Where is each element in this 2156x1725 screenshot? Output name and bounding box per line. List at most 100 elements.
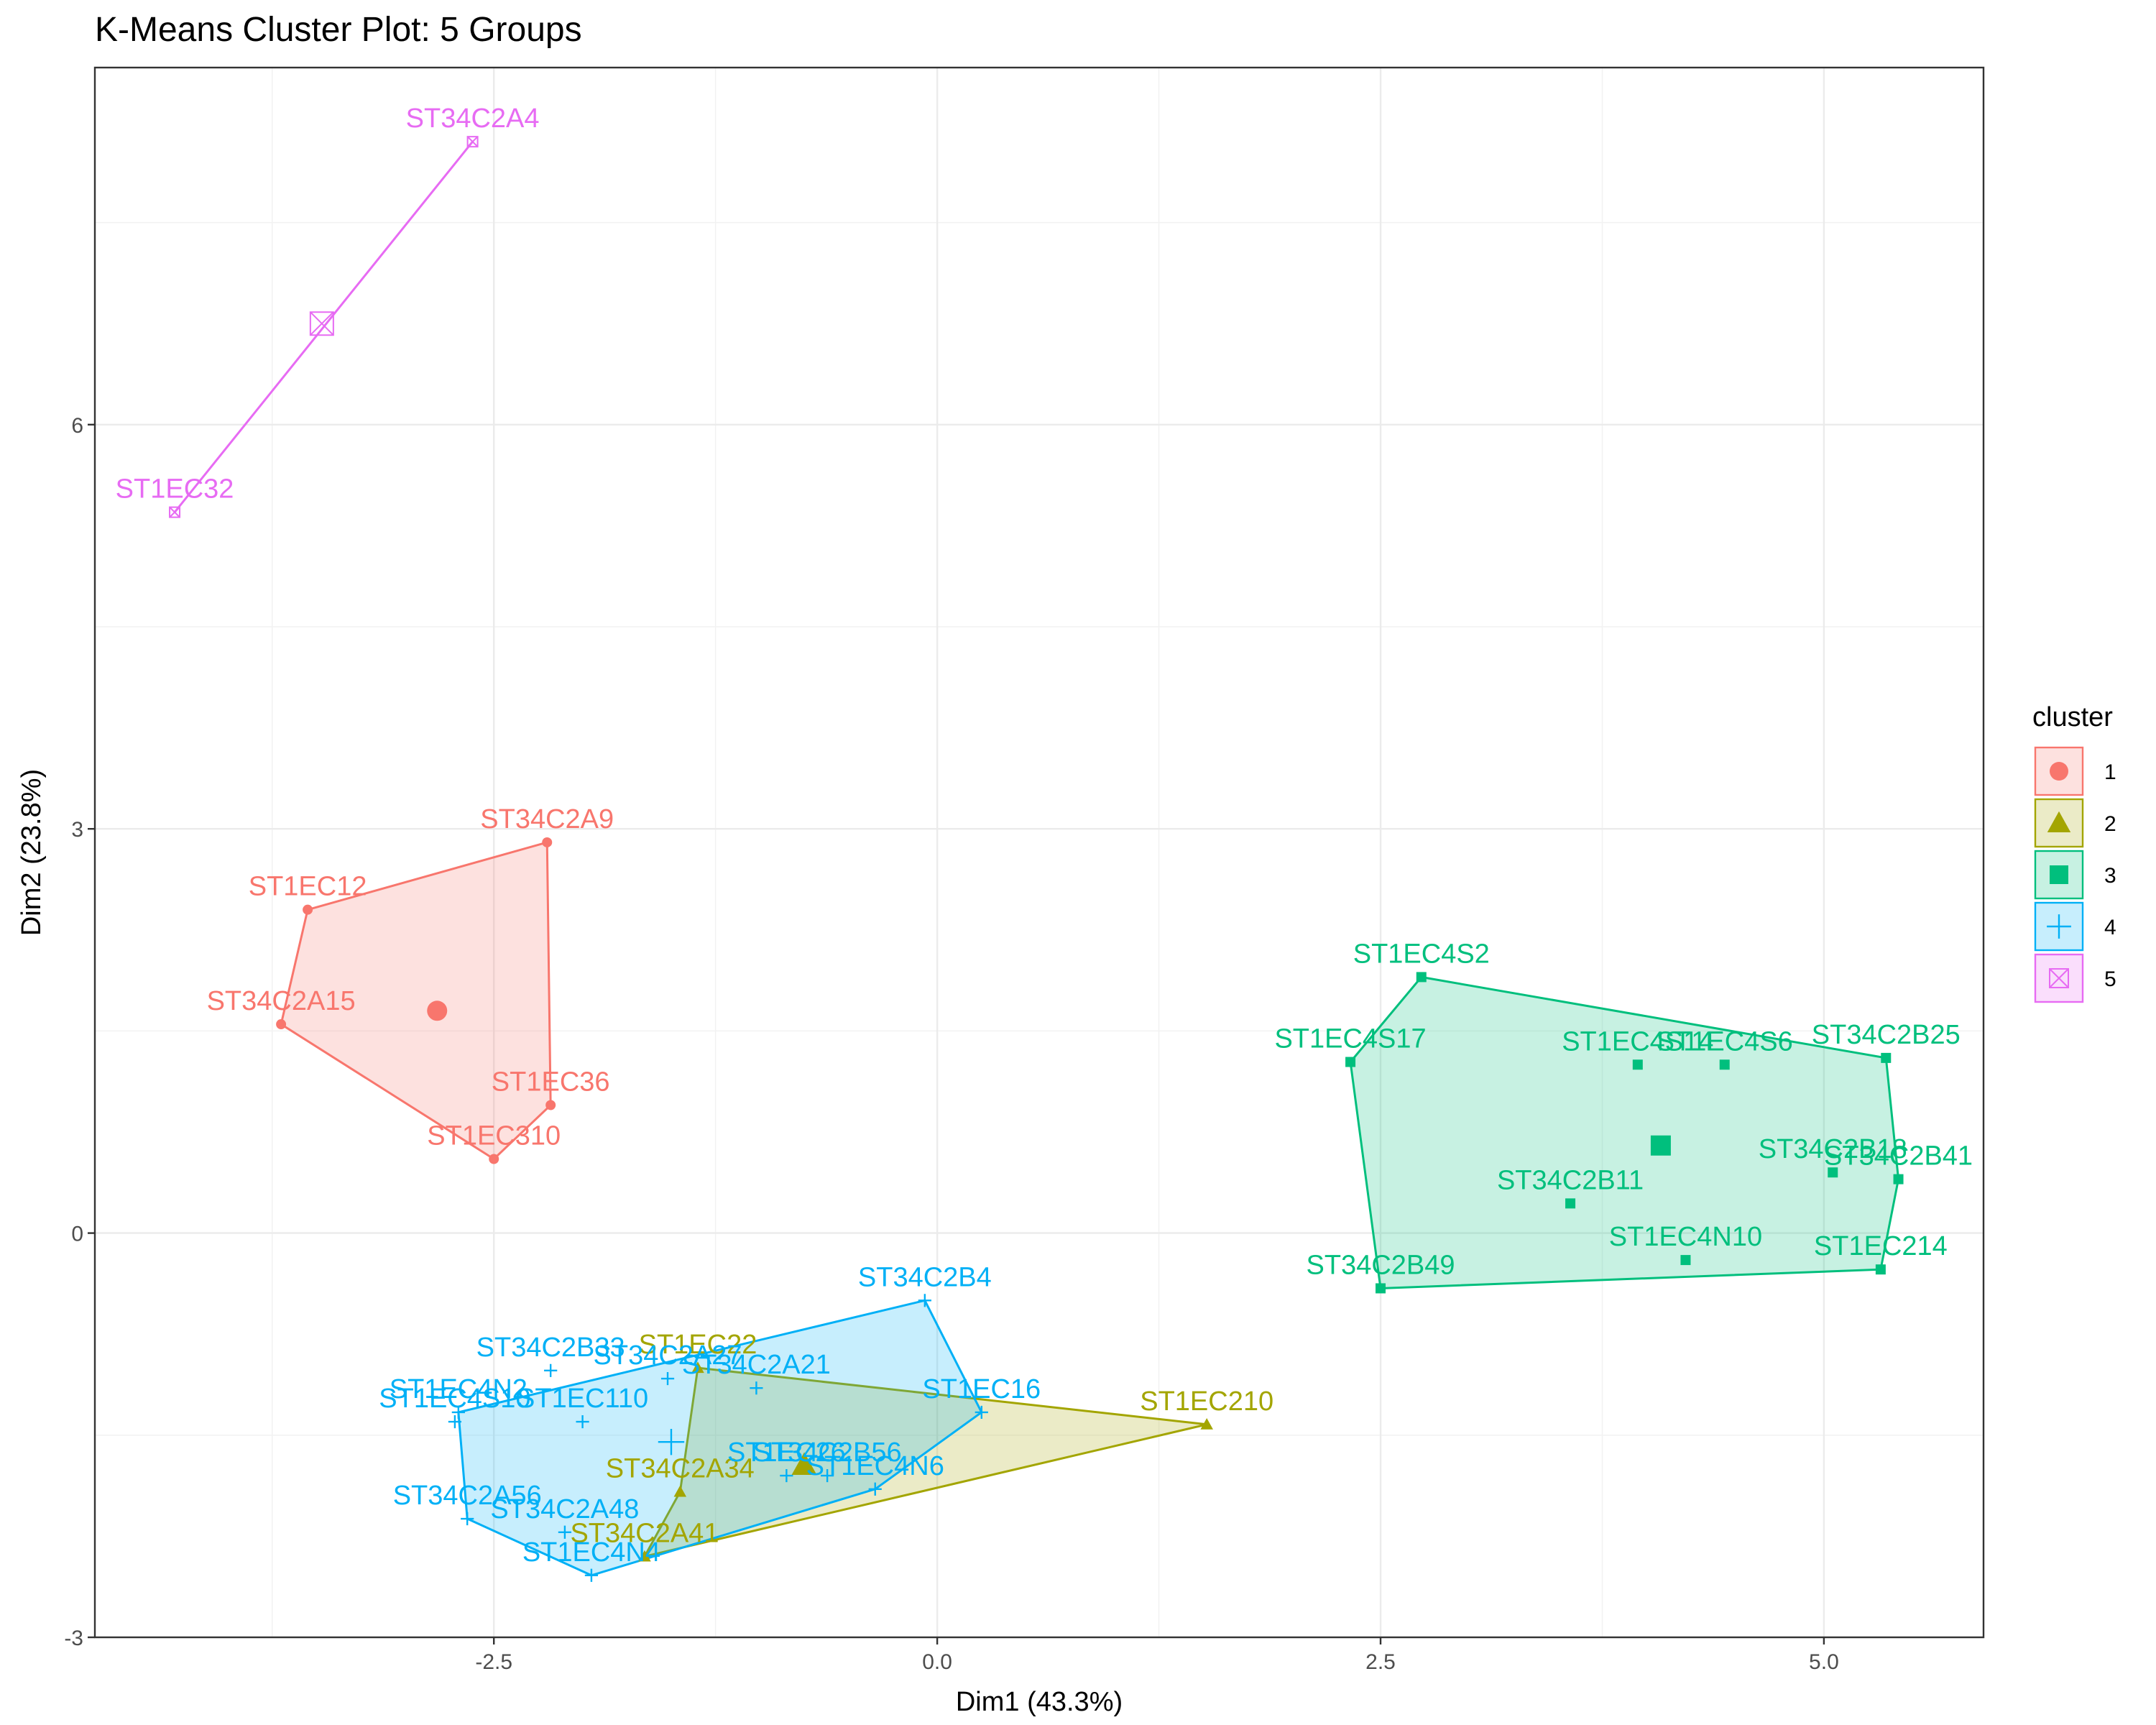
point-label: ST34C2B41: [1824, 1141, 1973, 1172]
legend-label: 2: [2104, 812, 2116, 836]
cluster-center-4: [658, 1428, 685, 1455]
plot-panel-border: [93, 66, 1985, 1639]
data-point: [1881, 1052, 1892, 1063]
data-point: [1893, 1174, 1904, 1184]
legend-key-marker: [2047, 914, 2071, 939]
data-point: [584, 1568, 599, 1582]
data-point: [276, 1019, 287, 1030]
data-point: [448, 1414, 462, 1429]
point-label: ST34C2A9: [480, 804, 614, 834]
grid-lines: [95, 68, 1984, 1639]
cluster-hulls: [173, 141, 1900, 1577]
data-point: [868, 1482, 882, 1496]
legend-item-4: 4: [2034, 901, 2116, 952]
data-point: [1632, 1059, 1643, 1070]
point-label: ST34C2B18: [1759, 1134, 1907, 1164]
point-label: ST34C2A27: [594, 1340, 742, 1371]
data-points: [169, 136, 1904, 1582]
y-tick-label: -3: [64, 1627, 83, 1650]
point-label: ST34C2B33: [476, 1333, 625, 1363]
data-point: [975, 1405, 988, 1420]
data-point: [303, 904, 313, 915]
point-label: ST1EC12: [249, 872, 367, 902]
point-label: ST1EC214: [1814, 1231, 1948, 1261]
data-point: [558, 1525, 572, 1539]
y-axis-title: Dim2 (23.8%): [17, 769, 47, 936]
point-label: ST1EC4S17: [1274, 1024, 1426, 1054]
data-point: [1416, 972, 1427, 983]
legend-item-1: 1: [2034, 746, 2116, 796]
data-point: [1345, 1057, 1356, 1067]
point-label: ST1EC4S14: [1562, 1026, 1713, 1057]
chart-title: K-Means Cluster Plot: 5 Groups: [95, 11, 582, 49]
legend-key-marker: [2047, 811, 2071, 832]
legend-item-2: 2: [2034, 798, 2116, 848]
data-point: [821, 1468, 834, 1483]
point-label: ST34C2B4: [858, 1262, 992, 1292]
data-point: [780, 1468, 793, 1483]
point-label: ST34C2B49: [1307, 1250, 1455, 1280]
point-label: ST34C2A4: [406, 104, 540, 134]
point-label: ST1EC22: [639, 1330, 757, 1360]
y-tick-label: 6: [71, 414, 83, 438]
data-point: [542, 837, 553, 847]
data-point: [544, 1363, 558, 1377]
data-point: [451, 1405, 465, 1420]
data-point: [691, 1361, 704, 1374]
data-point: [489, 1154, 499, 1164]
legend-item-5: 5: [2034, 953, 2116, 1003]
data-point: [545, 1100, 556, 1110]
data-point: [576, 1414, 589, 1429]
point-label: ST1EC4N4: [522, 1537, 660, 1568]
point-label: ST34C2A48: [490, 1494, 639, 1524]
legend-label: 1: [2104, 760, 2116, 784]
legend-item-3: 3: [2034, 850, 2116, 900]
data-point: [1200, 1418, 1213, 1430]
point-label: ST34C2A56: [393, 1481, 542, 1511]
data-point: [466, 136, 479, 148]
point-label: ST34C2B25: [1812, 1020, 1961, 1050]
point-label: ST1EC26: [727, 1438, 846, 1468]
cluster-center-2: [791, 1452, 817, 1476]
cluster-center-3: [1650, 1135, 1671, 1156]
data-point: [1565, 1198, 1576, 1209]
point-label: ST34C2A34: [606, 1454, 755, 1484]
data-point: [660, 1371, 675, 1386]
point-label: ST34C2A21: [682, 1350, 831, 1380]
legend-label: 3: [2104, 864, 2116, 888]
cluster-hull-1: [280, 840, 552, 1161]
data-point: [750, 1381, 763, 1395]
data-point: [1875, 1264, 1886, 1275]
data-point: [1719, 1059, 1730, 1070]
data-point: [918, 1294, 931, 1307]
legend-key-marker: [2050, 762, 2068, 781]
point-label: ST1EC4N6: [806, 1451, 944, 1481]
data-point: [673, 1485, 687, 1497]
legend: cluster 1 2 3 4 5: [2032, 702, 2116, 1003]
point-label: ST34C2A15: [207, 986, 356, 1016]
point-label: ST34C2B11: [1497, 1165, 1644, 1195]
point-label: ST1EC4S10: [379, 1384, 530, 1414]
point-label: ST1EC110: [517, 1384, 648, 1414]
x-axis-title: Dim1 (43.3%): [956, 1687, 1123, 1717]
point-label: ST1EC32: [116, 474, 234, 505]
data-point: [1828, 1167, 1838, 1178]
y-tick-label: 0: [71, 1223, 83, 1246]
point-label: ST1EC36: [492, 1067, 610, 1098]
point-labels: ST34C2A9 ST1EC12 ST34C2A15 ST1EC36 ST1EC310 S…: [116, 104, 1973, 1568]
x-tick-label: 0.0: [922, 1650, 952, 1674]
cluster-center-5: [309, 311, 334, 336]
legend-title: cluster: [2032, 702, 2113, 732]
data-point: [638, 1550, 651, 1562]
point-label: ST34C2A41: [570, 1519, 719, 1549]
cluster-center-1: [427, 1000, 448, 1021]
x-tick-label: -2.5: [475, 1650, 512, 1674]
point-label: ST1EC4S2: [1353, 939, 1490, 969]
point-label: ST1EC4N2: [390, 1374, 528, 1404]
point-label: ST1EC210: [1140, 1386, 1273, 1417]
x-tick-label: 2.5: [1365, 1650, 1396, 1674]
point-label: ST1EC16: [922, 1374, 1041, 1404]
y-tick-label: 3: [71, 818, 83, 842]
legend-label: 4: [2104, 916, 2116, 939]
